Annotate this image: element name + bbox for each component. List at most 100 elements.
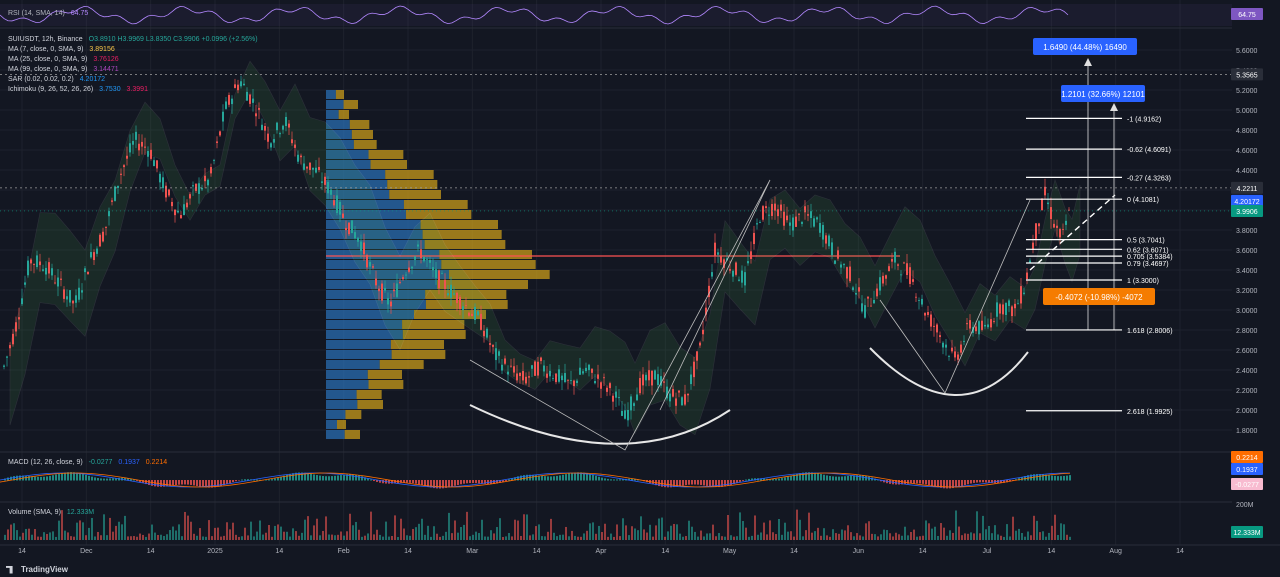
volume-bar xyxy=(649,524,651,540)
candle-body xyxy=(1032,242,1034,250)
macd-histogram-bar xyxy=(724,480,726,487)
candle-body xyxy=(594,381,596,384)
candle-body xyxy=(756,223,758,225)
macd-histogram-bar xyxy=(46,476,48,481)
candle-body xyxy=(537,361,539,376)
volume-bar xyxy=(382,536,384,540)
cup-curve-1 xyxy=(469,404,731,445)
candle-body xyxy=(1044,186,1046,196)
macd-histogram-bar xyxy=(301,472,303,481)
macd-histogram-bar xyxy=(58,473,60,481)
ma99-legend: MA (99, close, 0, SMA, 9) 3.14471 xyxy=(8,65,119,75)
candle-body xyxy=(585,367,587,372)
volume-profile-up-bar xyxy=(326,160,371,169)
volume-profile-down-bar xyxy=(385,170,434,179)
volume-bar xyxy=(583,533,585,540)
ma7-legend: MA (7, close, 0, SMA, 9) 3.89156 xyxy=(8,45,115,55)
price-tag-bg xyxy=(1231,68,1263,81)
macd-histogram-bar xyxy=(217,480,219,487)
volume-bar xyxy=(340,531,342,540)
symbol-label[interactable]: SUIUSDT, 12h, Binance xyxy=(8,36,83,43)
volume-bar xyxy=(151,524,153,540)
volume-bar xyxy=(742,521,744,540)
volume-profile-down-bar xyxy=(338,110,349,119)
price-axis-label: 4.4000 xyxy=(1236,168,1258,175)
candle-body xyxy=(114,186,116,201)
volume-bar xyxy=(793,536,795,540)
volume-bar xyxy=(433,526,435,540)
volume-bar xyxy=(73,536,75,540)
price-tag-bg xyxy=(1231,194,1263,207)
volume-bar xyxy=(751,535,753,540)
macd-histogram-bar xyxy=(88,475,90,481)
volume-bar xyxy=(898,534,900,540)
volume-profile-down-bar xyxy=(349,120,370,129)
macd-histogram-bar xyxy=(577,472,579,481)
volume-bar xyxy=(454,520,456,540)
macd-histogram-bar xyxy=(331,476,333,481)
macd-histogram-bar xyxy=(520,475,522,481)
macd-histogram-bar xyxy=(349,474,351,481)
volume-bar xyxy=(1003,536,1005,540)
macd-histogram-bar xyxy=(847,475,849,481)
candle-body xyxy=(570,379,572,381)
macd-histogram-bar xyxy=(634,478,636,481)
macd-histogram-bar xyxy=(799,473,801,481)
macd-value-3: 0.2214 xyxy=(145,459,168,466)
candle-body xyxy=(321,181,323,183)
candle-body xyxy=(597,374,599,379)
projection-label-bg xyxy=(1043,288,1155,305)
macd-histogram-bar xyxy=(742,480,744,481)
time-axis[interactable]: 14 Dec 14 2025 14 Feb 14 Mar 14 Apr 14 May 14 Jun 14 Ju… xyxy=(0,544,1280,555)
candle-body xyxy=(9,345,11,349)
macd-line xyxy=(0,472,1071,488)
price-axis[interactable]: 5.60005.40005.20005.00004.80004.60004.40… xyxy=(1236,48,1258,509)
tradingview-logo[interactable]: TradingView xyxy=(6,565,68,574)
volume-bar xyxy=(607,536,609,540)
volume-bar xyxy=(289,536,291,540)
candle-body xyxy=(360,241,362,252)
candle-body xyxy=(123,165,125,168)
volume-profile xyxy=(326,90,900,439)
volume-bar xyxy=(661,517,663,540)
candle-body xyxy=(882,275,884,284)
macd-histogram-bar xyxy=(424,480,426,487)
volume-bar xyxy=(370,511,372,540)
volume-bar xyxy=(181,536,183,540)
volume-bar xyxy=(652,536,654,540)
candle-body xyxy=(252,98,254,103)
macd-histogram-bar xyxy=(574,472,576,481)
volume-bar xyxy=(400,518,402,540)
volume-profile-up-bar xyxy=(326,430,345,439)
volume-bar xyxy=(274,525,276,540)
fibonacci-levels[interactable]: -1 (4.9162) -0.62 (4.6091) -0.27 (4.3263) 0… xyxy=(1026,116,1173,416)
candle-body xyxy=(906,263,908,276)
volume-bar xyxy=(169,530,171,540)
candle-body xyxy=(177,210,179,213)
volume-bar xyxy=(391,536,393,540)
candle-body xyxy=(675,398,677,406)
macd-histogram-bar xyxy=(607,478,609,481)
volume-bar xyxy=(460,526,462,540)
volume-bar xyxy=(673,523,675,540)
volume-bar xyxy=(559,534,561,540)
candle-body xyxy=(36,255,38,268)
volume-bar xyxy=(253,536,255,540)
candle-body xyxy=(282,125,284,130)
macd-histogram-bar xyxy=(727,480,729,486)
volume-bar xyxy=(328,534,330,540)
volume-bar xyxy=(976,511,978,540)
volume-bar xyxy=(550,518,552,540)
candle-body xyxy=(633,403,635,406)
volume-profile-up-bar xyxy=(326,140,354,149)
macd-histogram-bar xyxy=(199,480,201,487)
volume-bar xyxy=(298,535,300,540)
trend-dashed-line xyxy=(1029,194,1116,271)
candle-body xyxy=(318,166,320,170)
volume-bar xyxy=(178,524,180,540)
candle-body xyxy=(687,393,689,396)
sar-legend: SAR (0.02, 0.02, 0.2) 4.20172 xyxy=(8,75,105,85)
ma99-value: 3.14471 xyxy=(93,66,119,73)
volume-bar xyxy=(889,533,891,540)
